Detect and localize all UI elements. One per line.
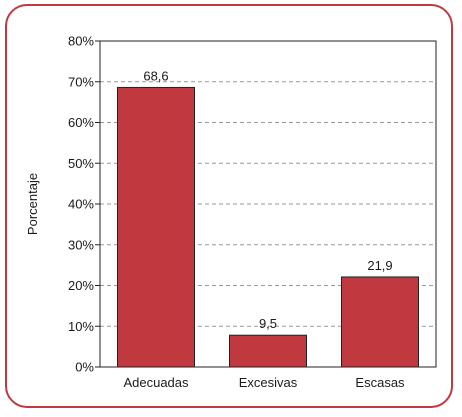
bar (341, 276, 419, 368)
y-tick-label: 60% (68, 115, 94, 130)
x-tick-label: Escasas (355, 375, 405, 390)
y-tick-label: 0% (75, 360, 94, 375)
y-tick-label: 40% (68, 197, 94, 212)
y-axis-title: Porcentaje (25, 173, 40, 235)
y-tick-label: 70% (68, 74, 94, 89)
bars (117, 86, 419, 368)
y-tick-label: 80% (68, 34, 94, 49)
y-tick-label: 20% (68, 278, 94, 293)
data-label: 68,6 (143, 68, 168, 83)
data-label: 9,5 (259, 316, 277, 331)
bar (117, 86, 195, 368)
x-tick-label: Adecuadas (123, 375, 189, 390)
y-tick-label: 30% (68, 237, 94, 252)
axes (95, 40, 437, 368)
y-tick-label: 10% (68, 319, 94, 334)
data-label: 21,9 (367, 258, 392, 273)
bar (229, 334, 307, 368)
labels: 68,6 Adecuadas 9,5 Excesivas 21,9 Escasas 0% 10… (68, 34, 405, 391)
x-tick-label: Excesivas (239, 375, 298, 390)
y-tick-label: 50% (68, 156, 94, 171)
